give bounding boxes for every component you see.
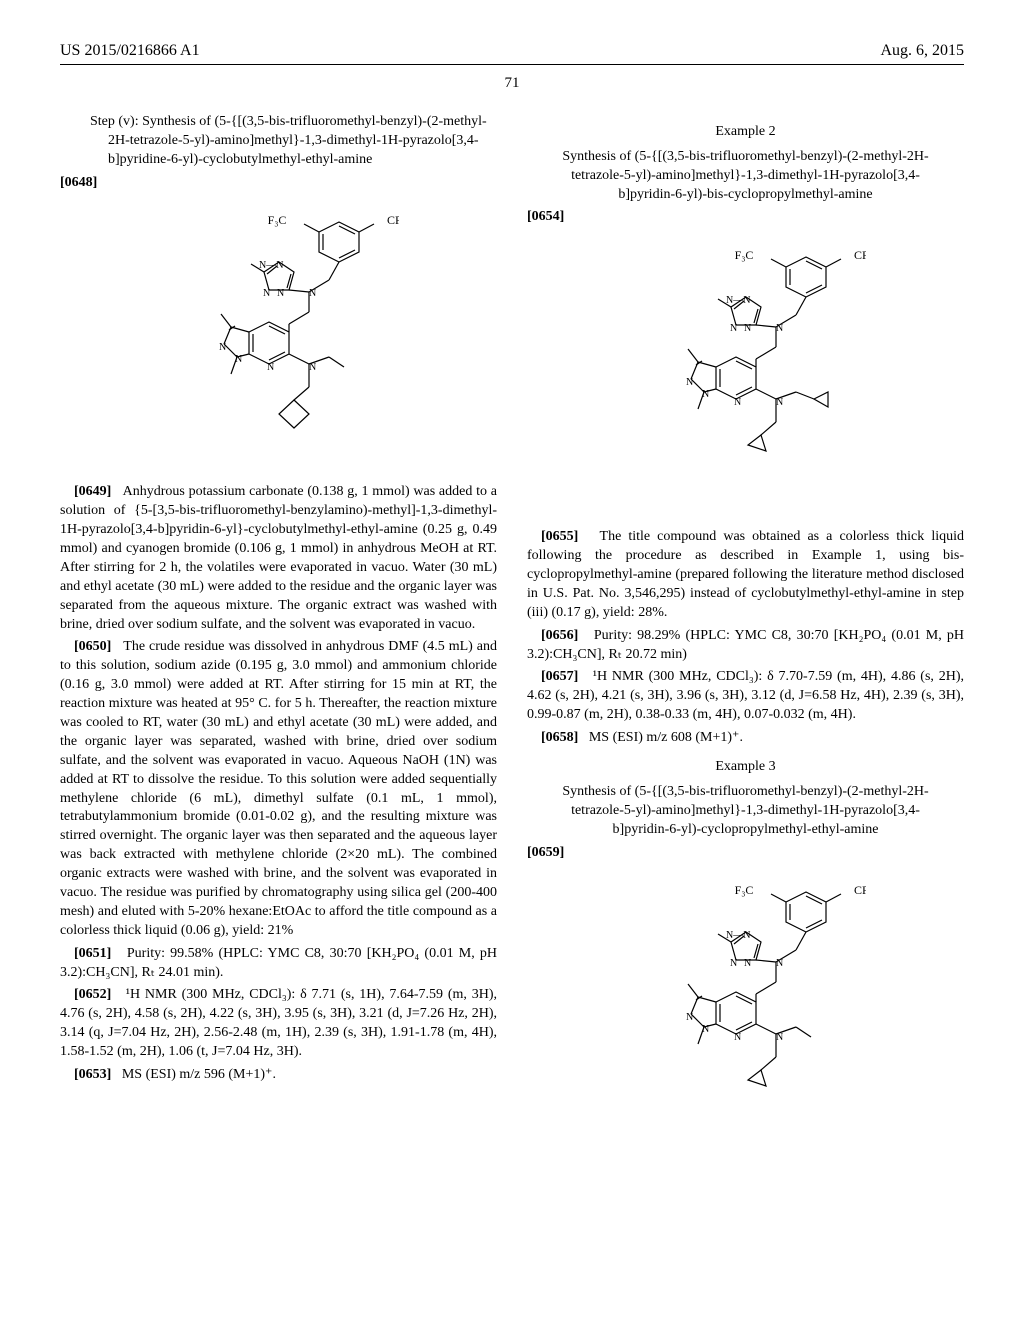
example-2-label: Example 2 (527, 123, 964, 142)
paragraph-0654: [0654] (527, 208, 964, 227)
svg-text:N: N (219, 342, 226, 353)
publication-number: US 2015/0216866 A1 (60, 40, 200, 62)
chemical-structure-1: F₃C CF₃ N—N N N N N N N N (60, 202, 497, 469)
f3c-label-2: F₃C (734, 248, 753, 262)
paragraph-0650: [0650] The crude residue was dissolved i… (60, 638, 497, 940)
page-header: US 2015/0216866 A1 Aug. 6, 2015 (60, 40, 964, 65)
paragraph-0659: [0659] (527, 844, 964, 863)
para-num-0648: [0648] (60, 175, 97, 190)
para-text-0652: ¹H NMR (300 MHz, CDCl₃): δ 7.71 (s, 1H),… (60, 987, 497, 1059)
para-num-0655: [0655] (541, 529, 578, 544)
page-number: 71 (60, 73, 964, 93)
svg-text:N—N: N—N (726, 295, 750, 306)
para-num-0651: [0651] (74, 946, 111, 961)
paragraph-0652: [0652] ¹H NMR (300 MHz, CDCl₃): δ 7.71 (… (60, 986, 497, 1062)
right-column: Example 2 Synthesis of (5-{[(3,5-bis-tri… (527, 113, 964, 1143)
svg-text:N: N (267, 362, 274, 373)
chemical-structure-3: F₃C CF₃ N—N N N N N N N N (527, 872, 964, 1129)
para-text-0658: MS (ESI) m/z 608 (M+1)⁺. (589, 730, 743, 745)
para-text-0656: Purity: 98.29% (HPLC: YMC C8, 30:70 [KH₂… (527, 628, 964, 662)
para-num-0652: [0652] (74, 987, 111, 1002)
svg-text:N: N (277, 288, 284, 299)
para-num-0658: [0658] (541, 730, 578, 745)
left-column: Step (v): Synthesis of (5-{[(3,5-bis-tri… (60, 113, 497, 1143)
para-text-0655: The title compound was obtained as a col… (527, 529, 964, 620)
svg-text:N: N (235, 354, 242, 365)
svg-text:N: N (744, 323, 751, 334)
para-text-0657: ¹H NMR (300 MHz, CDCl₃): δ 7.70-7.59 (m,… (527, 669, 964, 722)
svg-text:N: N (686, 377, 693, 388)
svg-text:N: N (776, 1032, 783, 1043)
paragraph-0653: [0653] MS (ESI) m/z 596 (M+1)⁺. (60, 1066, 497, 1085)
svg-text:N: N (309, 288, 316, 299)
step-title: Step (v): Synthesis of (5-{[(3,5-bis-tri… (90, 113, 497, 170)
svg-text:N: N (776, 397, 783, 408)
svg-text:N: N (744, 958, 751, 969)
svg-text:N: N (776, 323, 783, 334)
svg-text:N: N (734, 397, 741, 408)
svg-text:N—N: N—N (726, 930, 750, 941)
para-num-0656: [0656] (541, 628, 578, 643)
para-text-0650: The crude residue was dissolved in anhyd… (60, 639, 497, 937)
cf3-label: CF₃ (387, 213, 399, 227)
svg-text:N: N (730, 958, 737, 969)
svg-text:N: N (776, 958, 783, 969)
chemical-structure-2: F₃C CF₃ N—N N N N N N N N (527, 237, 964, 514)
svg-text:N: N (309, 362, 316, 373)
svg-text:N: N (702, 389, 709, 400)
example-3-title: Synthesis of (5-{[(3,5-bis-trifluorometh… (549, 783, 942, 840)
svg-text:N: N (730, 323, 737, 334)
paragraph-0648: [0648] (60, 174, 497, 193)
para-num-0650: [0650] (74, 639, 111, 654)
paragraph-0651: [0651] Purity: 99.58% (HPLC: YMC C8, 30:… (60, 945, 497, 983)
paragraph-0657: [0657] ¹H NMR (300 MHz, CDCl₃): δ 7.70-7… (527, 668, 964, 725)
paragraph-0655: [0655] The title compound was obtained a… (527, 528, 964, 622)
para-num-0659: [0659] (527, 845, 564, 860)
para-num-0657: [0657] (541, 669, 578, 684)
example-2-title: Synthesis of (5-{[(3,5-bis-trifluorometh… (549, 148, 942, 205)
svg-text:N: N (734, 1032, 741, 1043)
example-3-label: Example 3 (527, 758, 964, 777)
paragraph-0649: [0649] Anhydrous potassium carbonate (0.… (60, 483, 497, 634)
two-column-layout: Step (v): Synthesis of (5-{[(3,5-bis-tri… (60, 113, 964, 1143)
f3c-label-3: F₃C (734, 883, 753, 897)
svg-text:N—N: N—N (259, 260, 283, 271)
f3c-label: F₃C (267, 213, 286, 227)
para-num-0654: [0654] (527, 209, 564, 224)
para-text-0651: Purity: 99.58% (HPLC: YMC C8, 30:70 [KH₂… (60, 946, 497, 980)
svg-text:N: N (686, 1012, 693, 1023)
svg-text:N: N (702, 1024, 709, 1035)
cf3-label-2: CF₃ (854, 248, 866, 262)
svg-text:N: N (263, 288, 270, 299)
para-text-0649: Anhydrous potassium carbonate (0.138 g, … (60, 484, 497, 631)
cf3-label-3: CF₃ (854, 883, 866, 897)
publication-date: Aug. 6, 2015 (880, 40, 964, 62)
para-num-0649: [0649] (74, 484, 111, 499)
para-num-0653: [0653] (74, 1067, 111, 1082)
paragraph-0658: [0658] MS (ESI) m/z 608 (M+1)⁺. (527, 729, 964, 748)
para-text-0653: MS (ESI) m/z 596 (M+1)⁺. (122, 1067, 276, 1082)
paragraph-0656: [0656] Purity: 98.29% (HPLC: YMC C8, 30:… (527, 627, 964, 665)
